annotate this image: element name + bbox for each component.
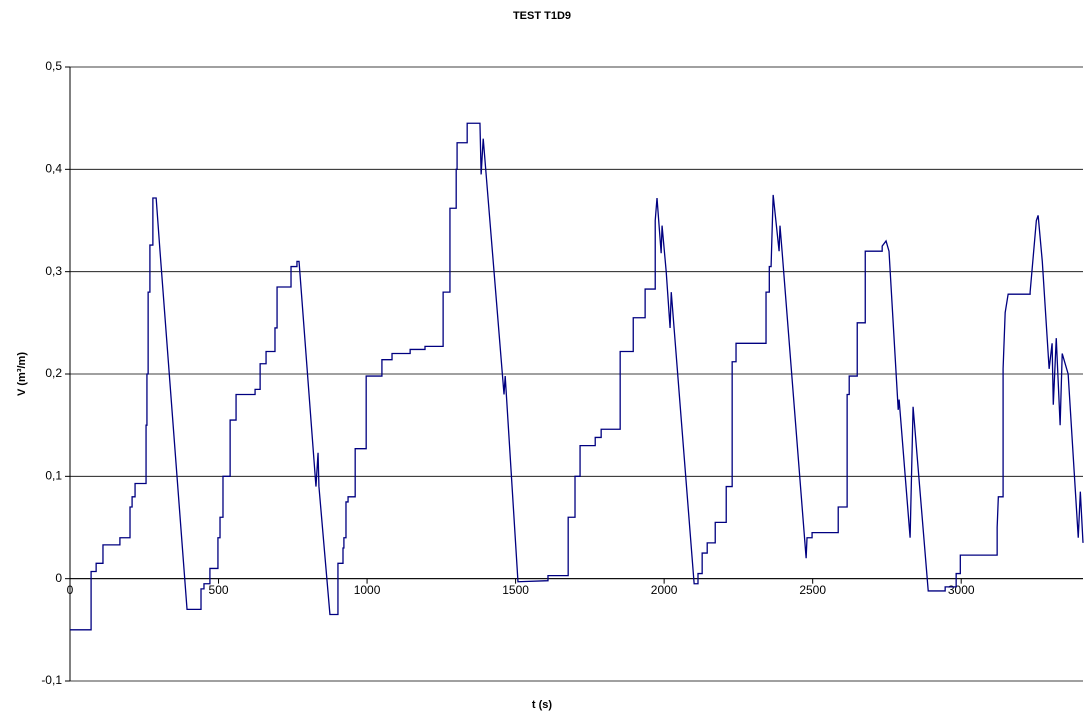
x-tick-label: 0 bbox=[67, 583, 74, 597]
y-tick-label: 0,1 bbox=[45, 469, 62, 483]
y-tick-label: 0,5 bbox=[45, 59, 62, 73]
x-tick-label: 1000 bbox=[354, 583, 381, 597]
y-tick-label: 0 bbox=[55, 571, 62, 585]
y-tick-label: 0,2 bbox=[45, 366, 62, 380]
x-axis-label: t (s) bbox=[532, 699, 553, 711]
chart-title: TEST T1D9 bbox=[513, 10, 571, 22]
y-axis-label: V (m³/m) bbox=[16, 352, 28, 396]
y-tick-label: 0,3 bbox=[45, 264, 62, 278]
x-tick-label: 2500 bbox=[799, 583, 826, 597]
y-tick-label: -0,1 bbox=[41, 673, 62, 687]
y-tick-label: 0,4 bbox=[45, 162, 62, 176]
data-line bbox=[70, 122, 1084, 631]
x-tick-label: 3000 bbox=[948, 583, 975, 597]
x-tick-label: 2000 bbox=[651, 583, 678, 597]
x-tick-label: 1500 bbox=[502, 583, 529, 597]
x-tick-label: 500 bbox=[209, 583, 229, 597]
